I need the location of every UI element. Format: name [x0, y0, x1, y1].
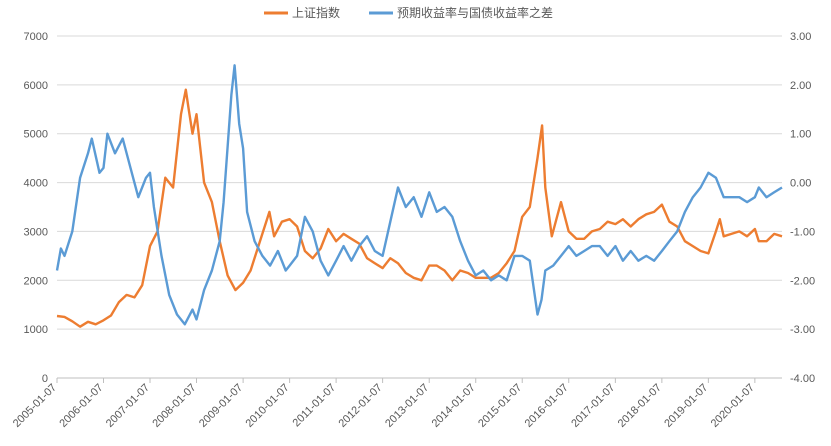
x-tick-label: 2005-01-07	[11, 382, 59, 430]
y-right-tick-label: 2.00	[790, 80, 811, 92]
y-right-tick-label: 0.00	[790, 178, 811, 190]
x-tick-label: 2020-01-07	[709, 382, 757, 430]
legend-label-2: 预期收益率与国债收益率之差	[397, 5, 553, 20]
y-left-tick-label: 5000	[24, 129, 48, 141]
y-right-tick-label: 1.00	[790, 129, 811, 141]
x-tick-label: 2019-01-07	[662, 382, 710, 430]
x-tick-label: 2007-01-07	[104, 382, 152, 430]
y-right-tick-label: -1.00	[790, 226, 815, 238]
axes: 0 1000 2000 3000 4000 5000 6000 7000 -4.00 -3.00 -…	[11, 31, 815, 430]
series-lines	[55, 64, 783, 328]
x-tick-label: 2016-01-07	[523, 382, 571, 430]
x-tick-label: 2012-01-07	[336, 382, 384, 430]
x-tick-label: 2017-01-07	[569, 382, 617, 430]
y-left-tick-label: 7000	[24, 31, 48, 43]
y-right-tick-label: -2.00	[790, 275, 815, 287]
y-left-tick-label: 6000	[24, 80, 48, 92]
x-tick-label: 2014-01-07	[430, 382, 478, 430]
series-line-2	[55, 64, 783, 326]
x-tick-label: 2011-01-07	[291, 382, 339, 430]
x-tick-label: 2009-01-07	[197, 382, 245, 430]
x-tick-label: 2015-01-07	[476, 382, 524, 430]
legend: 上证指数 预期收益率与国债收益率之差	[264, 5, 553, 20]
y-right-tick-label: -4.00	[790, 373, 815, 385]
y-left-tick-label: 1000	[24, 324, 48, 336]
y-left-tick-label: 0	[42, 373, 48, 385]
y-right-tick-label: -3.00	[790, 324, 815, 336]
y-left-tick-label: 2000	[24, 275, 48, 287]
x-tick-label: 2013-01-07	[383, 382, 431, 430]
gridlines	[57, 35, 782, 379]
y-right-tick-label: 3.00	[790, 31, 811, 43]
y-left-tick-label: 4000	[24, 178, 48, 190]
x-tick-label: 2010-01-07	[243, 382, 291, 430]
y-left-tick-label: 3000	[24, 226, 48, 238]
x-tick-label: 2018-01-07	[616, 382, 664, 430]
x-tick-label: 2008-01-07	[150, 382, 198, 430]
series-line-1	[56, 88, 783, 328]
legend-label-1: 上证指数	[292, 5, 340, 20]
x-tick-label: 2006-01-07	[57, 382, 105, 430]
